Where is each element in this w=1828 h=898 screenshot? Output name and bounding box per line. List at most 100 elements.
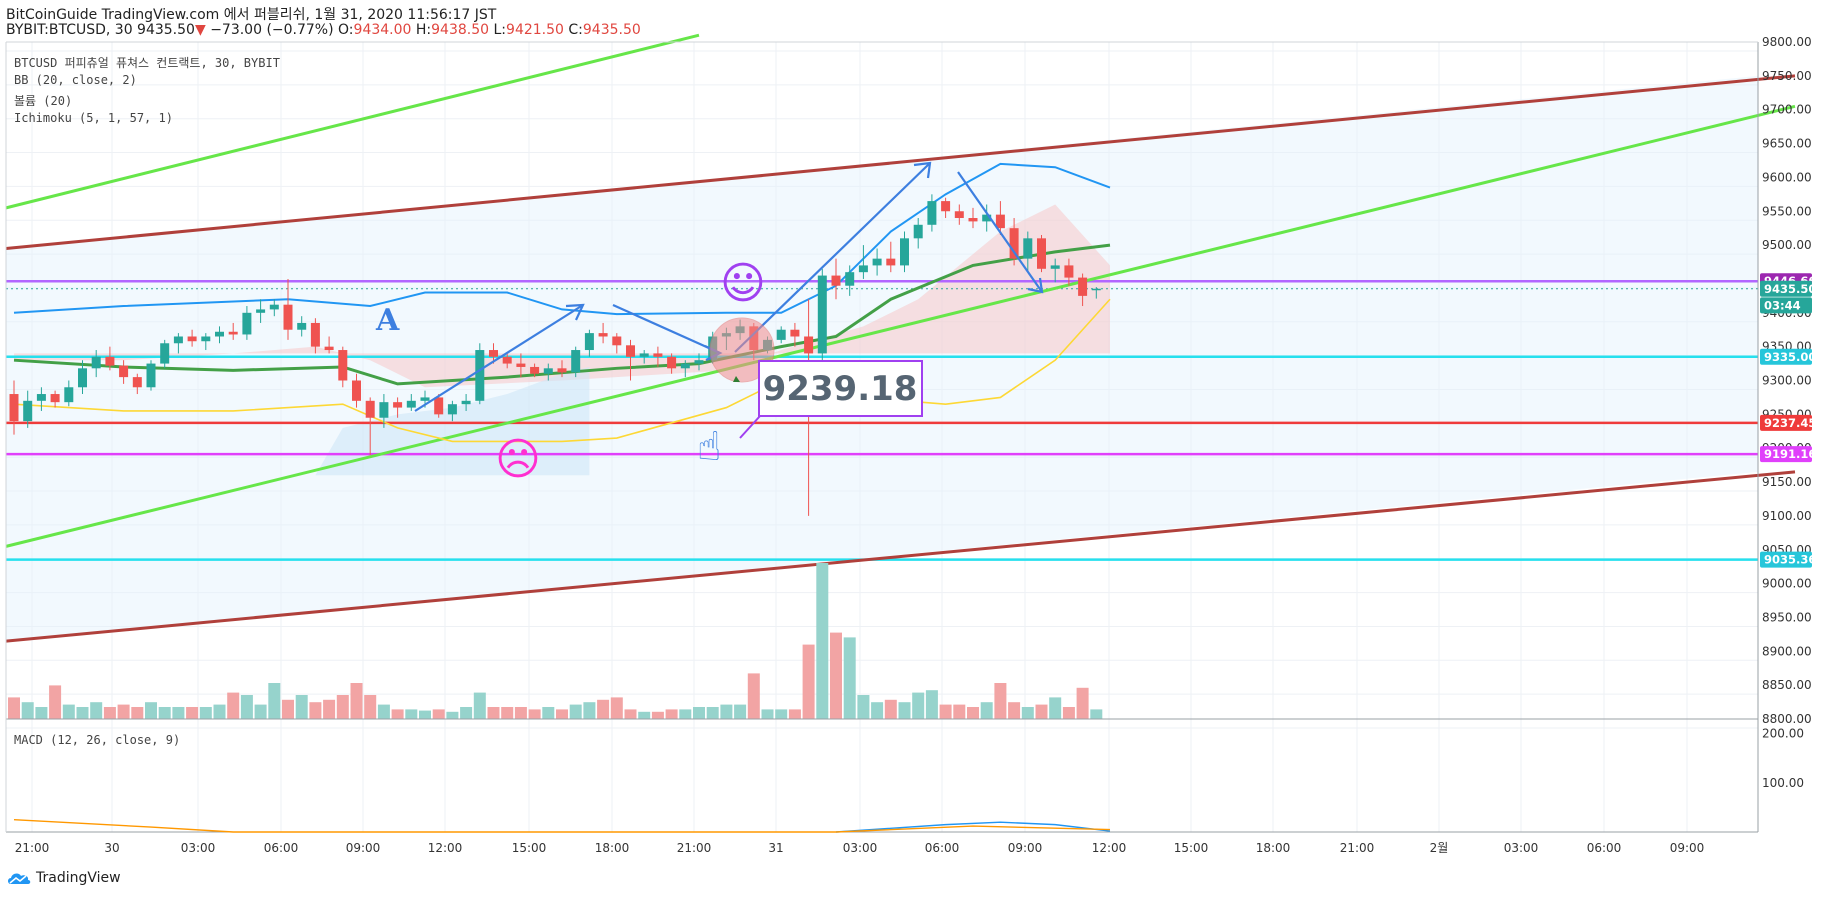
- price-badge-label: 9435.50: [1764, 282, 1816, 296]
- publish-info: BitCoinGuide TradingView.com 에서 퍼블리쉬, 1월…: [6, 7, 497, 23]
- macd-axis-label: 200.00: [1762, 727, 1804, 741]
- price-badge-label: 9237.45: [1764, 416, 1816, 430]
- volume-bar: [432, 709, 445, 719]
- volume-bar: [980, 702, 993, 719]
- price-badge-label: 9035.36: [1764, 553, 1816, 567]
- price-axis-label: 9650.00: [1762, 137, 1812, 151]
- trend-channel-line: [5, 74, 1796, 250]
- callout-pointer: [739, 415, 761, 439]
- time-axis-label: 21:00: [677, 841, 712, 855]
- volume-bar: [446, 711, 459, 719]
- legend-ichimoku[interactable]: Ichimoku (5, 1, 57, 1): [14, 111, 173, 125]
- candle-body: [790, 329, 800, 337]
- volume-bar: [651, 711, 664, 719]
- candle-body: [146, 363, 156, 388]
- candle-body: [543, 368, 553, 374]
- price-callout-label: 9239.18: [763, 369, 918, 409]
- candle-body: [913, 224, 923, 239]
- volume-bar: [679, 709, 692, 719]
- volume-bar: [391, 709, 404, 719]
- volume-bar: [1035, 704, 1048, 719]
- candle-body: [173, 336, 183, 344]
- annotation-arrowhead-4: [1027, 277, 1044, 294]
- volume-bar: [528, 709, 541, 719]
- volume-bar: [884, 699, 897, 719]
- down-arrow-icon: ▼: [194, 22, 206, 38]
- time-axis-label: 31: [768, 841, 783, 855]
- macd-line: [835, 821, 1111, 833]
- volume-bar: [638, 711, 651, 719]
- time-axis-label: 09:00: [346, 841, 381, 855]
- price-axis-label: 9550.00: [1762, 204, 1812, 218]
- volume-bar: [62, 704, 75, 719]
- price-axis-label: 9700.00: [1762, 103, 1812, 117]
- ohlc-close-label: C:: [568, 22, 583, 38]
- legend-bb[interactable]: BB (20, close, 2): [14, 73, 137, 87]
- price-change: −73.00 (−0.77%): [210, 22, 334, 38]
- candle-body: [1050, 265, 1060, 269]
- price-badge: [1760, 446, 1812, 463]
- time-axis-label: 12:00: [428, 841, 463, 855]
- time-axis-label: 09:00: [1670, 841, 1705, 855]
- candle-body: [927, 201, 937, 225]
- volume-bar: [501, 707, 514, 719]
- trend-channel-line: [5, 470, 1796, 643]
- volume-bar: [35, 707, 48, 719]
- candle-body: [283, 304, 293, 330]
- candle-body: [831, 275, 841, 286]
- price-axis-label: 9600.00: [1762, 170, 1812, 184]
- volume-bar: [1049, 697, 1062, 719]
- candle-body: [242, 312, 252, 335]
- legend-title[interactable]: BTCUSD 퍼피츄얼 퓨쳐스 컨트랙트, 30, BYBIT: [14, 56, 280, 70]
- candle-body: [941, 201, 951, 212]
- volume-bar: [323, 699, 336, 719]
- candle-body: [584, 333, 594, 351]
- time-axis-label: 09:00: [1008, 841, 1043, 855]
- candle-body: [23, 400, 33, 422]
- volume-bar: [350, 683, 363, 719]
- footer-brand-label: TradingView: [36, 870, 121, 886]
- candle-body: [9, 394, 19, 422]
- volume-bar: [8, 697, 20, 719]
- price-axis-label: 8950.00: [1762, 610, 1812, 624]
- legend-volume[interactable]: 볼륨 (20): [14, 94, 73, 108]
- volume-bar: [117, 704, 130, 719]
- candle-body: [228, 331, 238, 335]
- time-axis-label: 03:00: [843, 841, 878, 855]
- candle-body: [1037, 238, 1046, 269]
- candle-body: [447, 404, 457, 415]
- price-callout-box: [758, 360, 923, 417]
- time-axis-label: 03:00: [1504, 841, 1539, 855]
- candle-body: [626, 345, 635, 357]
- volume-bar: [76, 707, 89, 719]
- candle-body: [324, 346, 334, 351]
- price-axis-label: 8850.00: [1762, 678, 1812, 692]
- volume-bar: [775, 709, 788, 719]
- candle-body: [475, 350, 485, 401]
- volume-bar: [871, 702, 884, 719]
- time-axis-label: 15:00: [1174, 841, 1209, 855]
- candle-body: [393, 402, 403, 408]
- volume-bar: [734, 704, 747, 719]
- volume-bar: [1008, 702, 1021, 719]
- annotation-arrow-up-2: [734, 162, 931, 353]
- time-axis-label: 03:00: [181, 841, 216, 855]
- volume-bar: [843, 637, 856, 719]
- volume-bar: [131, 707, 144, 719]
- symbol-price: BYBIT:BTCUSD, 30 9435.50: [6, 22, 195, 38]
- volume-bar: [597, 699, 610, 719]
- volume-bar: [419, 710, 431, 719]
- time-axis-label: 15:00: [512, 841, 547, 855]
- volume-bar: [49, 685, 62, 719]
- footer-brand[interactable]: TradingView: [6, 870, 121, 886]
- candle-body: [1091, 288, 1101, 291]
- ohlc-high-label: H:: [415, 22, 432, 38]
- pointing-hand-icon: ☝: [697, 424, 721, 470]
- annotation-arrow-down-1: [612, 303, 721, 355]
- candle-body: [872, 258, 882, 266]
- time-axis-label: 21:00: [15, 841, 50, 855]
- tradingview-cloud-icon: [8, 873, 31, 884]
- volume-bar: [364, 695, 377, 719]
- legend-macd[interactable]: MACD (12, 26, close, 9): [14, 733, 181, 747]
